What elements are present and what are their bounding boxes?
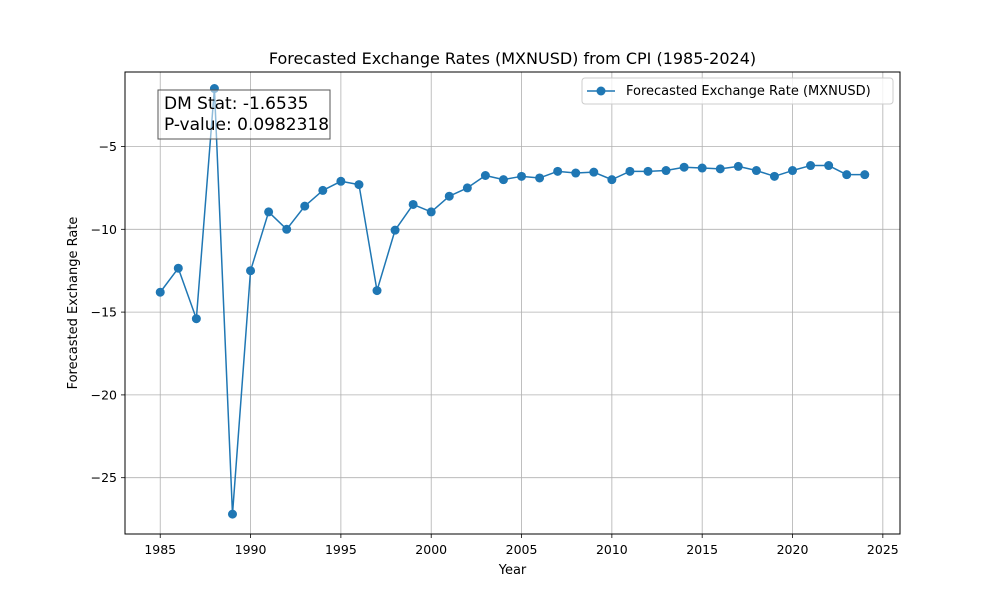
- data-point: [264, 207, 274, 217]
- data-point: [498, 175, 508, 185]
- series-line: [159, 87, 865, 515]
- axis-ticks: 1985 1990 1995 2000 2005 2010 2015 2020 2025 −25 −…: [91, 139, 899, 557]
- data-point: [155, 287, 165, 297]
- x-tick-label: 2010: [596, 542, 628, 557]
- p-value-label: P-value: 0.0982318: [164, 115, 329, 135]
- y-tick-label: −10: [91, 222, 117, 237]
- data-point: [643, 166, 653, 176]
- data-point: [372, 286, 382, 296]
- dm-stat-label: DM Stat: -1.6535: [164, 94, 308, 114]
- data-point: [769, 171, 779, 181]
- grid: [125, 72, 900, 534]
- data-point: [191, 314, 201, 324]
- data-point: [480, 170, 490, 180]
- legend-marker-icon: [596, 86, 606, 96]
- data-point: [679, 162, 689, 172]
- chart-title: Forecasted Exchange Rates (MXNUSD) from …: [269, 49, 756, 68]
- data-point: [571, 168, 581, 178]
- data-point: [300, 201, 310, 211]
- data-point: [625, 166, 635, 176]
- legend-frame: [581, 77, 894, 105]
- data-point: [607, 175, 617, 185]
- y-tick-label: −5: [99, 139, 117, 154]
- data-point: [661, 166, 671, 176]
- x-tick-label: 1990: [235, 542, 267, 557]
- data-point: [173, 263, 183, 273]
- y-tick-label: −20: [91, 387, 117, 402]
- annotation-frame: [157, 89, 331, 140]
- data-point: [354, 180, 364, 190]
- data-point: [842, 170, 852, 180]
- data-point: [860, 170, 870, 180]
- plot-frame: [124, 71, 901, 535]
- data-point: [553, 166, 563, 176]
- data-point: [462, 183, 472, 193]
- data-point: [390, 225, 400, 235]
- data-point: [715, 164, 725, 174]
- data-point: [751, 166, 761, 176]
- legend-label: Forecasted Exchange Rate (MXNUSD): [626, 84, 871, 99]
- x-tick-label: 2015: [686, 542, 718, 557]
- data-point: [697, 163, 707, 173]
- data-point: [589, 167, 599, 177]
- x-tick-label: 2025: [867, 542, 899, 557]
- y-tick-label: −15: [91, 305, 117, 320]
- data-point: [824, 161, 834, 171]
- data-point: [426, 207, 436, 217]
- x-tick-label: 1995: [325, 542, 357, 557]
- data-point: [318, 185, 328, 195]
- data-point: [408, 199, 418, 209]
- data-point: [788, 166, 798, 176]
- data-point: [336, 176, 346, 186]
- x-tick-label: 2020: [777, 542, 809, 557]
- data-point: [517, 171, 527, 181]
- y-tick-label: −25: [91, 470, 117, 485]
- data-point: [535, 173, 545, 183]
- data-point: [227, 509, 237, 519]
- series-layer: [155, 84, 870, 519]
- x-tick-label: 2000: [415, 542, 447, 557]
- data-point: [282, 224, 292, 234]
- data-point: [246, 266, 256, 276]
- x-tick-label: 1985: [144, 542, 176, 557]
- y-axis-label: Forecasted Exchange Rate: [66, 217, 81, 390]
- data-point: [444, 191, 454, 201]
- legend: Forecasted Exchange Rate (MXNUSD): [581, 77, 894, 105]
- annotation-box: DM Stat: -1.6535 P-value: 0.0982318: [157, 89, 331, 140]
- data-point: [733, 161, 743, 171]
- x-axis-label: Year: [498, 563, 527, 578]
- x-tick-label: 2005: [506, 542, 538, 557]
- data-point: [806, 161, 816, 171]
